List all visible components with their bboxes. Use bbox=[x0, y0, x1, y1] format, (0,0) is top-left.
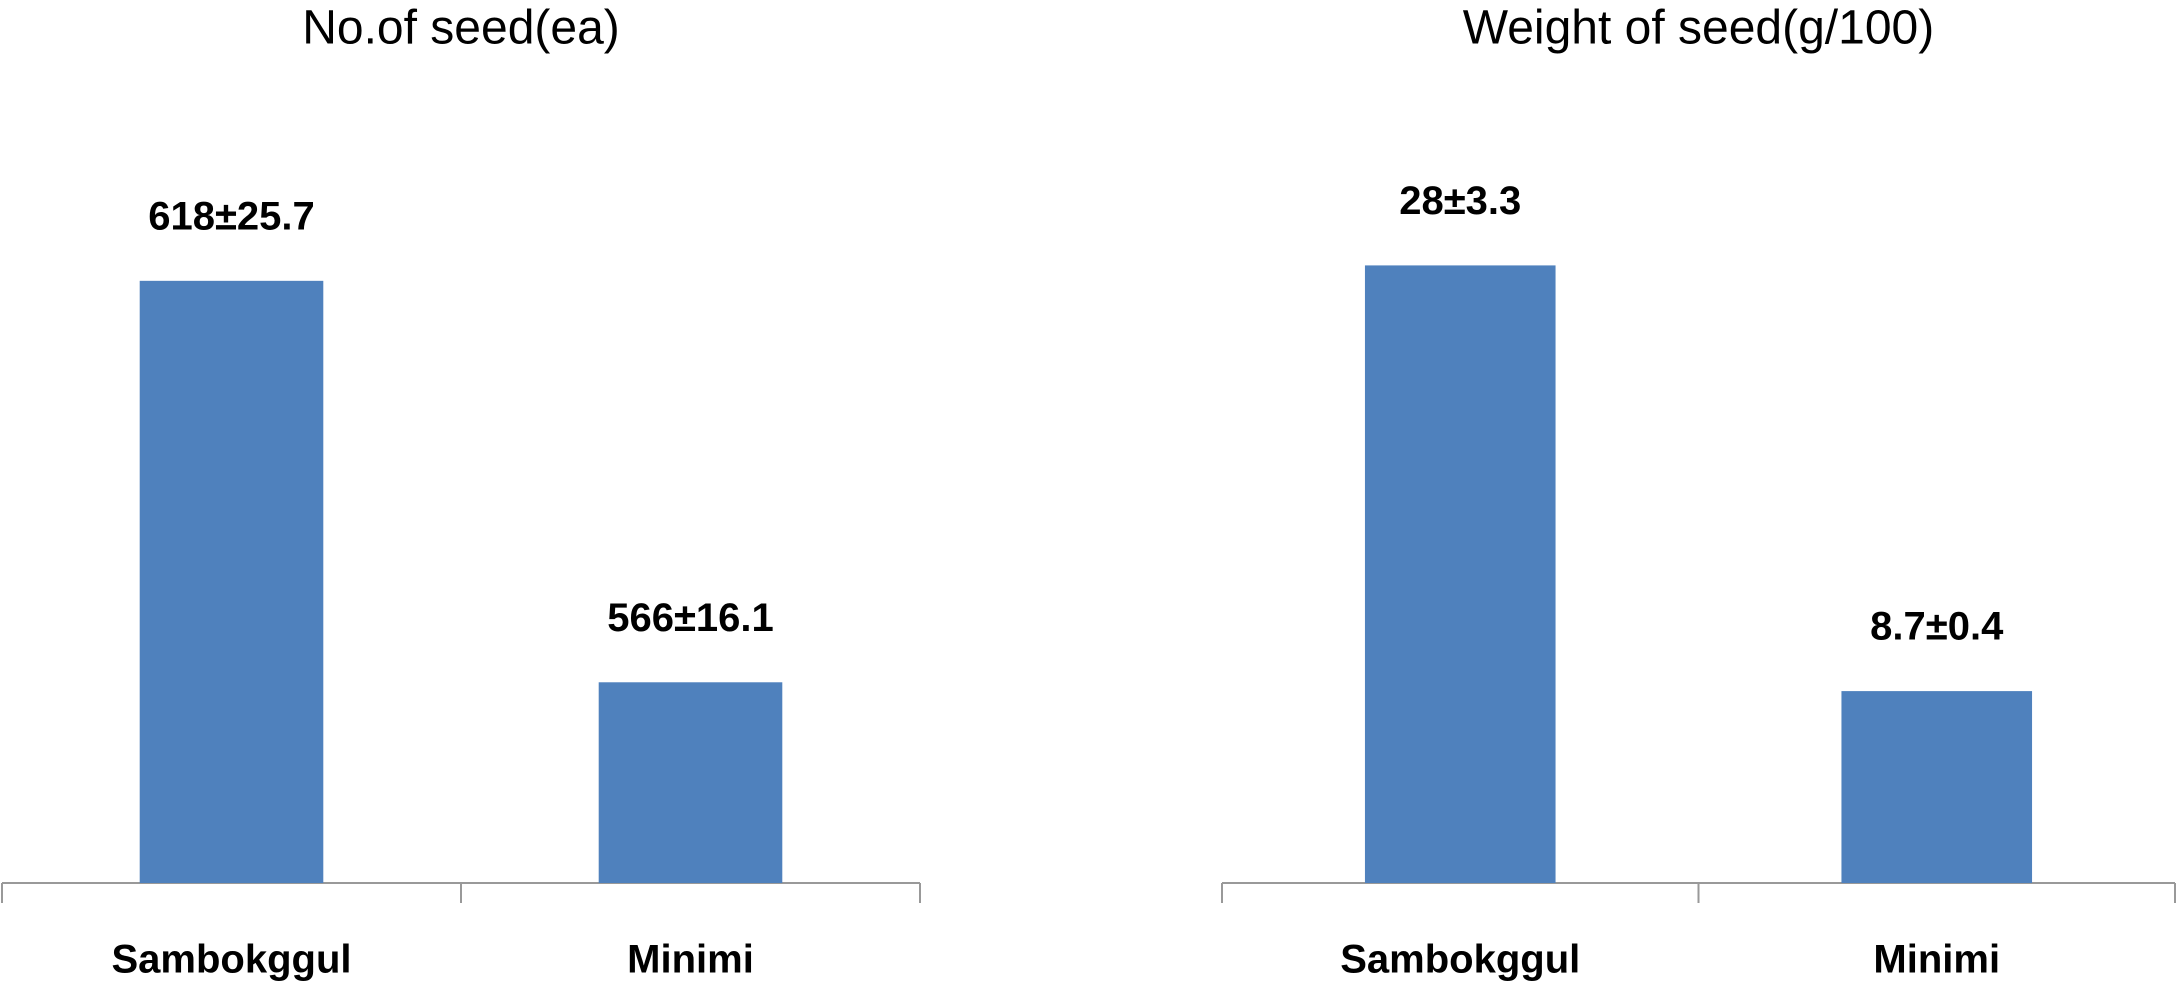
value-label: 8.7±0.4 bbox=[1870, 605, 2004, 649]
x-tick-label: Sambokggul bbox=[1340, 938, 1580, 982]
x-tick-label: Minimi bbox=[627, 938, 754, 982]
bar bbox=[139, 280, 324, 884]
value-label: 28±3.3 bbox=[1399, 179, 1521, 223]
bar bbox=[1841, 691, 2033, 883]
value-label: 566±16.1 bbox=[607, 596, 774, 640]
chart-title: No.of seed(ea) bbox=[302, 2, 620, 55]
bar bbox=[1364, 265, 1556, 883]
value-label: 618±25.7 bbox=[148, 194, 315, 238]
x-tick-label: Minimi bbox=[1873, 938, 2000, 982]
chart-title: Weight of seed(g/100) bbox=[1463, 2, 1934, 55]
x-tick-label: Sambokggul bbox=[111, 938, 351, 982]
bar bbox=[598, 682, 783, 883]
